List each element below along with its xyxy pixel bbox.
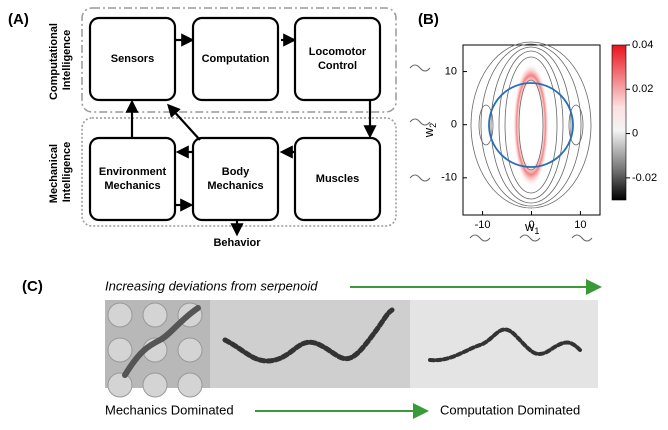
- computational-region: [81, 7, 397, 113]
- box-label: Body Mechanics: [207, 166, 263, 192]
- x-tick-label: 0: [528, 219, 534, 231]
- box-label-line: Body: [222, 166, 250, 178]
- right-caption: Computation Dominated: [440, 402, 580, 417]
- box-label-line: Computation: [202, 53, 270, 65]
- box: [293, 16, 382, 102]
- colorbar-tick-label: 0.04: [632, 39, 653, 51]
- photos: [105, 300, 598, 398]
- contours: [470, 41, 592, 209]
- group-label: Computational Intelligence: [48, 20, 73, 100]
- group-label-line: Computational: [48, 23, 60, 100]
- y-tick-label: -10: [441, 172, 457, 184]
- boxes: Sensors Computation Locomotor Control Enviro…: [88, 16, 382, 222]
- y-label-sub: 2: [428, 123, 438, 128]
- y-label: w: [421, 127, 436, 138]
- x-tick-label: -10: [475, 219, 491, 231]
- output-label: Behavior: [213, 237, 261, 249]
- x-axis-label: w1: [524, 219, 539, 236]
- y-axis-label: w2: [421, 123, 438, 138]
- box-label: Sensors: [111, 53, 154, 65]
- box: [293, 136, 382, 222]
- box: [191, 16, 280, 102]
- y-tick-label: 10: [445, 65, 457, 77]
- panel-label: (A): [8, 11, 29, 28]
- arrows: [125, 33, 377, 237]
- box-label-line: Muscles: [316, 173, 359, 185]
- top-caption: Increasing deviations from serpenoid: [105, 278, 318, 293]
- panel-label: (B): [418, 11, 439, 28]
- box-label: Computation: [202, 53, 270, 65]
- box-label: Environment Mechanics: [99, 166, 167, 192]
- x-label-sub: 1: [534, 226, 539, 236]
- box: [88, 136, 177, 222]
- left-caption: Mechanics Dominated: [105, 402, 234, 417]
- group-label: Mechanical Intelligence: [48, 141, 73, 203]
- group-label-line: Intelligence: [61, 142, 73, 203]
- box-label: Muscles: [316, 173, 359, 185]
- group-label-line: Mechanical: [48, 144, 60, 203]
- group-label-line: Intelligence: [61, 30, 73, 91]
- x-tick-label: 10: [574, 219, 586, 231]
- box-label-line: Locomotor: [309, 46, 367, 58]
- colorbar-tick-label: 0.02: [632, 83, 653, 95]
- box-label-line: Environment: [99, 166, 167, 178]
- y-tick-label: 0: [451, 119, 457, 131]
- box-label-line: Sensors: [111, 53, 154, 65]
- wave-icons: [409, 64, 593, 242]
- box: [191, 136, 280, 222]
- box-label-line: Control: [318, 60, 357, 72]
- colorbar-tick-label: 0: [632, 127, 638, 139]
- box-label-line: Mechanics: [104, 180, 160, 192]
- colorbar-tick-label: -0.02: [632, 172, 657, 184]
- box-label-line: Mechanics: [207, 180, 263, 192]
- panel-label: (C): [22, 278, 43, 295]
- x-label: w: [524, 219, 535, 234]
- ticks: -10 0 10 -10 0 10 -0.02 0 0.02 0.04: [441, 39, 657, 231]
- colorbar: [611, 44, 627, 201]
- box-label: Locomotor Control: [309, 46, 367, 72]
